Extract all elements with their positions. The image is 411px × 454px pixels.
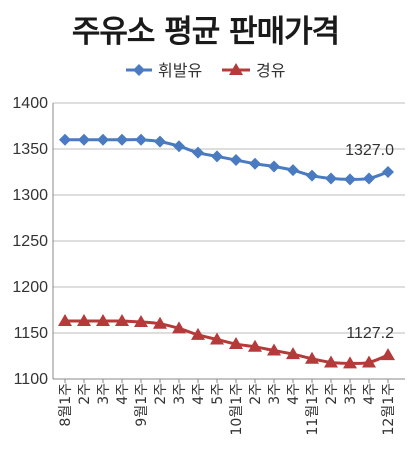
data-point (324, 355, 338, 368)
data-label: 1127.2 (346, 325, 394, 342)
x-tick-label: 2주 (248, 383, 264, 405)
data-point (382, 166, 394, 178)
x-tick-label: 9월1주 (134, 383, 150, 427)
series-line-1 (65, 138, 389, 181)
data-point (325, 172, 337, 185)
data-point (58, 314, 72, 327)
data-point (229, 337, 243, 350)
data-point (268, 160, 280, 173)
y-tick-label: 1350 (12, 141, 48, 158)
data-point (97, 133, 109, 146)
legend-label: 경유 (256, 61, 285, 80)
data-point (173, 140, 185, 153)
x-tick-label: 8월1주 (58, 383, 74, 427)
data-point (59, 133, 71, 146)
data-point (210, 332, 224, 345)
data-point (78, 133, 90, 146)
data-point (153, 316, 167, 329)
data-point (172, 321, 186, 334)
x-tick-label: 4주 (191, 383, 207, 405)
data-point (305, 351, 319, 364)
legend-label: 휘발유 (158, 61, 202, 80)
data-point (287, 164, 299, 177)
legend-marker (229, 63, 243, 75)
data-point (267, 343, 281, 356)
data-point (115, 314, 129, 327)
x-tick-label: 3주 (267, 383, 283, 405)
data-point (154, 135, 166, 148)
x-tick-label: 12월1주 (381, 383, 397, 436)
y-tick-label: 1200 (12, 279, 48, 296)
data-point (363, 172, 375, 185)
chart-title: 주유소 평균 판매가격 (71, 14, 340, 50)
x-tick-label: 4주 (115, 383, 131, 405)
data-point (211, 150, 223, 163)
data-point (192, 146, 204, 159)
data-point (362, 355, 376, 368)
series-line-2 (65, 319, 389, 365)
data-label: 1327.0 (345, 142, 394, 159)
data-point (248, 339, 262, 352)
data-point (134, 314, 148, 327)
y-tick-label: 1250 (12, 233, 48, 250)
data-point (306, 169, 318, 182)
x-tick-label: 5주 (210, 383, 226, 405)
data-point (135, 133, 147, 146)
data-point (344, 173, 356, 186)
x-tick-label: 3주 (172, 383, 188, 405)
x-tick-label: 2주 (324, 383, 340, 405)
x-tick-label: 3주 (96, 383, 112, 405)
x-tick-label: 2주 (77, 383, 93, 405)
data-point (343, 356, 357, 369)
data-point (230, 154, 242, 167)
y-tick-label: 1300 (12, 187, 48, 204)
data-point (191, 327, 205, 340)
y-tick-label: 1100 (14, 371, 49, 388)
x-tick-label: 3주 (343, 383, 359, 405)
x-tick-label: 11월1주 (305, 383, 321, 436)
x-tick-label: 10월1주 (229, 383, 245, 436)
data-point (116, 133, 128, 146)
y-tick-label: 1400 (12, 95, 48, 112)
y-tick-label: 1150 (14, 325, 49, 342)
data-point (381, 348, 395, 361)
data-point (249, 157, 261, 170)
data-point (96, 314, 110, 327)
data-point (286, 347, 300, 360)
x-tick-label: 4주 (286, 383, 302, 405)
x-tick-label: 4주 (362, 383, 378, 405)
data-point (77, 314, 91, 327)
legend-marker (133, 64, 145, 76)
x-tick-label: 2주 (153, 383, 169, 405)
